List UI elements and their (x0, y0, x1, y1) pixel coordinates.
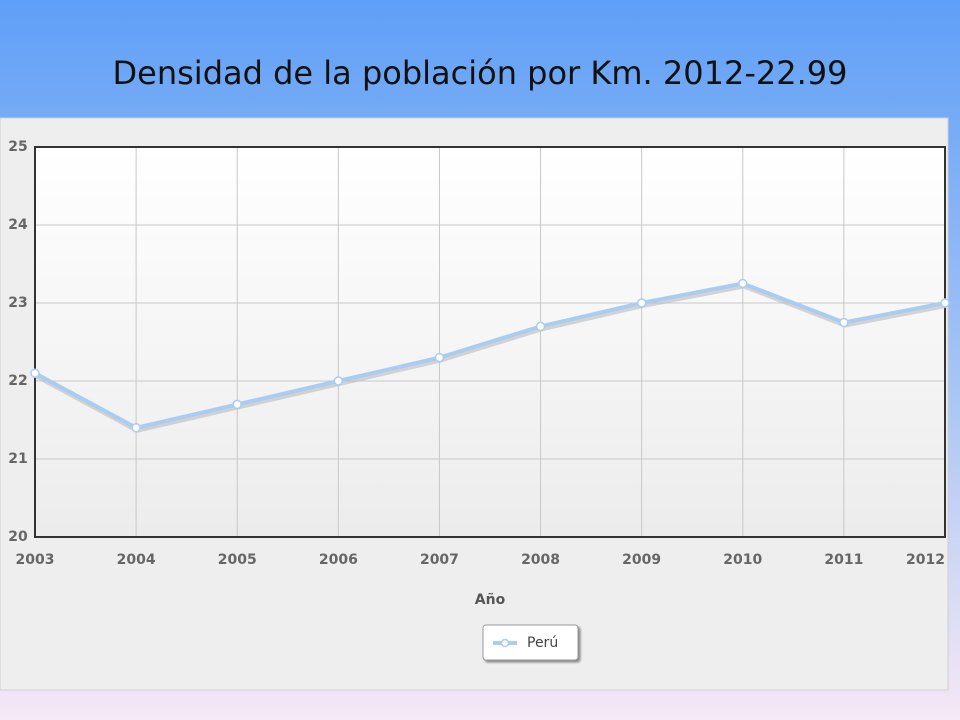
slide-title: Densidad de la población por Km. 2012-22… (113, 54, 848, 92)
x-tick-label: 2010 (723, 552, 762, 568)
point (232, 399, 242, 410)
series (30, 278, 950, 433)
point (738, 278, 748, 289)
x-tick-label: 2012 (906, 552, 945, 568)
x-tick-label: 2008 (521, 552, 560, 568)
y-tick-label: 20 (8, 529, 28, 545)
x-tick-label: 2007 (420, 552, 459, 568)
point (535, 321, 546, 332)
y-tick-label: 23 (8, 295, 27, 311)
y-tick-label: 22 (8, 373, 27, 389)
x-axis-label: Año (475, 592, 506, 608)
x-tick-label: 2011 (824, 552, 863, 568)
line-shadow (35, 284, 947, 433)
x-tick-label: 2005 (218, 552, 257, 568)
point (940, 298, 950, 308)
x-tick-label: 2009 (622, 552, 661, 568)
x-tick-label: 2003 (16, 552, 55, 568)
legend-label: Perú (527, 635, 558, 651)
point (434, 352, 445, 363)
point (30, 368, 40, 378)
point (636, 298, 647, 308)
legend-marker (500, 638, 510, 648)
point (333, 376, 344, 386)
legend (482, 624, 579, 661)
y-tick-label: 21 (8, 451, 27, 467)
x-tick-label: 2004 (117, 552, 156, 568)
y-tick-label: 25 (8, 139, 27, 155)
x-tick-label: 2006 (319, 552, 358, 568)
y-tick-label: 24 (8, 217, 28, 233)
series-line (34, 281, 946, 430)
point (839, 317, 849, 328)
point (131, 423, 141, 433)
plot-frame (34, 146, 946, 538)
